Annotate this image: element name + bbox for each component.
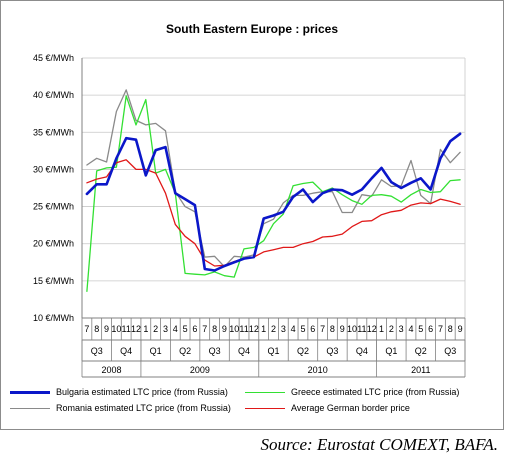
year-label: 2011 <box>411 365 430 375</box>
x-tick-label: 12 <box>367 324 377 334</box>
legend-swatch-germany <box>245 408 285 410</box>
x-tick-label: 6 <box>192 324 197 334</box>
x-tick-label: 11 <box>357 324 366 334</box>
y-tick-label: 20 €/MWh <box>33 239 74 249</box>
year-label: 2010 <box>308 365 328 375</box>
legend-item-bulgaria: Bulgaria estimated LTC price (from Russi… <box>10 387 228 397</box>
quarter-label: Q2 <box>297 346 309 356</box>
x-tick-label: 7 <box>202 324 207 334</box>
y-tick-label: 15 €/MWh <box>33 276 74 286</box>
quarter-label: Q4 <box>238 346 250 356</box>
year-label: 2009 <box>190 365 210 375</box>
x-tick-label: 12 <box>131 324 141 334</box>
quarter-label: Q3 <box>209 346 221 356</box>
legend-label-bulgaria: Bulgaria estimated LTC price (from Russi… <box>56 387 228 397</box>
x-tick-label: 6 <box>310 324 315 334</box>
x-tick-label: 9 <box>458 324 463 334</box>
x-tick-label: 3 <box>163 324 168 334</box>
x-tick-label: 1 <box>379 324 384 334</box>
year-label: 2008 <box>101 365 121 375</box>
x-tick-label: 5 <box>300 324 305 334</box>
series-line-germany <box>86 159 461 267</box>
y-tick-label: 10 €/MWh <box>33 313 74 323</box>
legend-item-germany: Average German border price <box>245 403 410 413</box>
x-tick-label: 9 <box>104 324 109 334</box>
quarter-label: Q2 <box>415 346 427 356</box>
x-tick-label: 2 <box>271 324 276 334</box>
legend-item-romania: Romania estimated LTC price (from Russia… <box>10 403 231 413</box>
x-tick-label: 1 <box>143 324 148 334</box>
x-tick-label: 4 <box>173 324 178 334</box>
series-line-romania <box>86 89 461 268</box>
y-tick-label: 25 €/MWh <box>33 202 74 212</box>
legend-label-germany: Average German border price <box>291 403 410 413</box>
x-tick-label: 7 <box>438 324 443 334</box>
x-tick-label: 7 <box>320 324 325 334</box>
x-tick-label: 3 <box>399 324 404 334</box>
line-chart: 10 €/MWh 15 €/MWh 20 €/MWh 25 €/MWh 30 €/MWh… <box>33 53 466 378</box>
y-tick-label: 35 €/MWh <box>33 127 74 137</box>
axis-labels: 10 €/MWh 15 €/MWh 20 €/MWh 25 €/MWh 30 €/MWh… <box>33 53 463 375</box>
quarter-label: Q1 <box>385 346 397 356</box>
quarter-label: Q1 <box>150 346 162 356</box>
x-tick-label: 5 <box>418 324 423 334</box>
x-tick-label: 1 <box>261 324 266 334</box>
chart-title: South Eastern Europe : prices <box>165 22 339 36</box>
y-tick-label: 45 €/MWh <box>33 53 74 63</box>
legend-swatch-greece <box>245 392 285 394</box>
chart-frame <box>0 0 504 430</box>
axes <box>81 58 466 378</box>
x-tick-label: 12 <box>249 324 259 334</box>
x-tick-label: 4 <box>408 324 413 334</box>
x-tick-label: 5 <box>183 324 188 334</box>
quarter-label: Q3 <box>91 346 103 356</box>
legend-label-romania: Romania estimated LTC price (from Russia… <box>56 403 231 413</box>
x-tick-label: 4 <box>291 324 296 334</box>
quarter-label: Q2 <box>179 346 191 356</box>
x-tick-label: 3 <box>281 324 286 334</box>
x-tick-label: 7 <box>84 324 89 334</box>
series-line-bulgaria <box>85 132 462 272</box>
x-tick-label: 10 <box>111 324 121 334</box>
quarter-label: Q3 <box>444 346 456 356</box>
legend-label-greece: Greece estimated LTC price (from Russia) <box>291 387 460 397</box>
x-tick-label: 6 <box>428 324 433 334</box>
quarter-label: Q1 <box>267 346 279 356</box>
x-tick-label: 2 <box>389 324 394 334</box>
quarter-label: Q4 <box>120 346 132 356</box>
series-lines <box>85 89 462 292</box>
quarter-label: Q3 <box>326 346 338 356</box>
x-tick-label: 10 <box>229 324 239 334</box>
x-tick-label: 9 <box>340 324 345 334</box>
x-tick-label: 8 <box>212 324 217 334</box>
x-tick-label: 9 <box>222 324 227 334</box>
x-tick-label: 8 <box>94 324 99 334</box>
source-note: Source: Eurostat COMEXT, BAFA. <box>260 435 498 454</box>
legend-item-greece: Greece estimated LTC price (from Russia) <box>245 387 459 397</box>
x-tick-label: 2 <box>153 324 158 334</box>
gridlines <box>82 57 465 319</box>
x-tick-label: 11 <box>239 324 248 334</box>
y-tick-label: 40 €/MWh <box>33 90 74 100</box>
legend-swatch-bulgaria <box>10 391 50 395</box>
quarter-label: Q4 <box>356 346 368 356</box>
series-line-greece <box>86 95 461 292</box>
x-tick-label: 8 <box>448 324 453 334</box>
x-tick-label: 10 <box>347 324 357 334</box>
x-tick-label: 8 <box>330 324 335 334</box>
x-tick-label: 11 <box>122 324 131 334</box>
legend-swatch-romania <box>10 408 50 410</box>
y-tick-label: 30 €/MWh <box>33 164 74 174</box>
